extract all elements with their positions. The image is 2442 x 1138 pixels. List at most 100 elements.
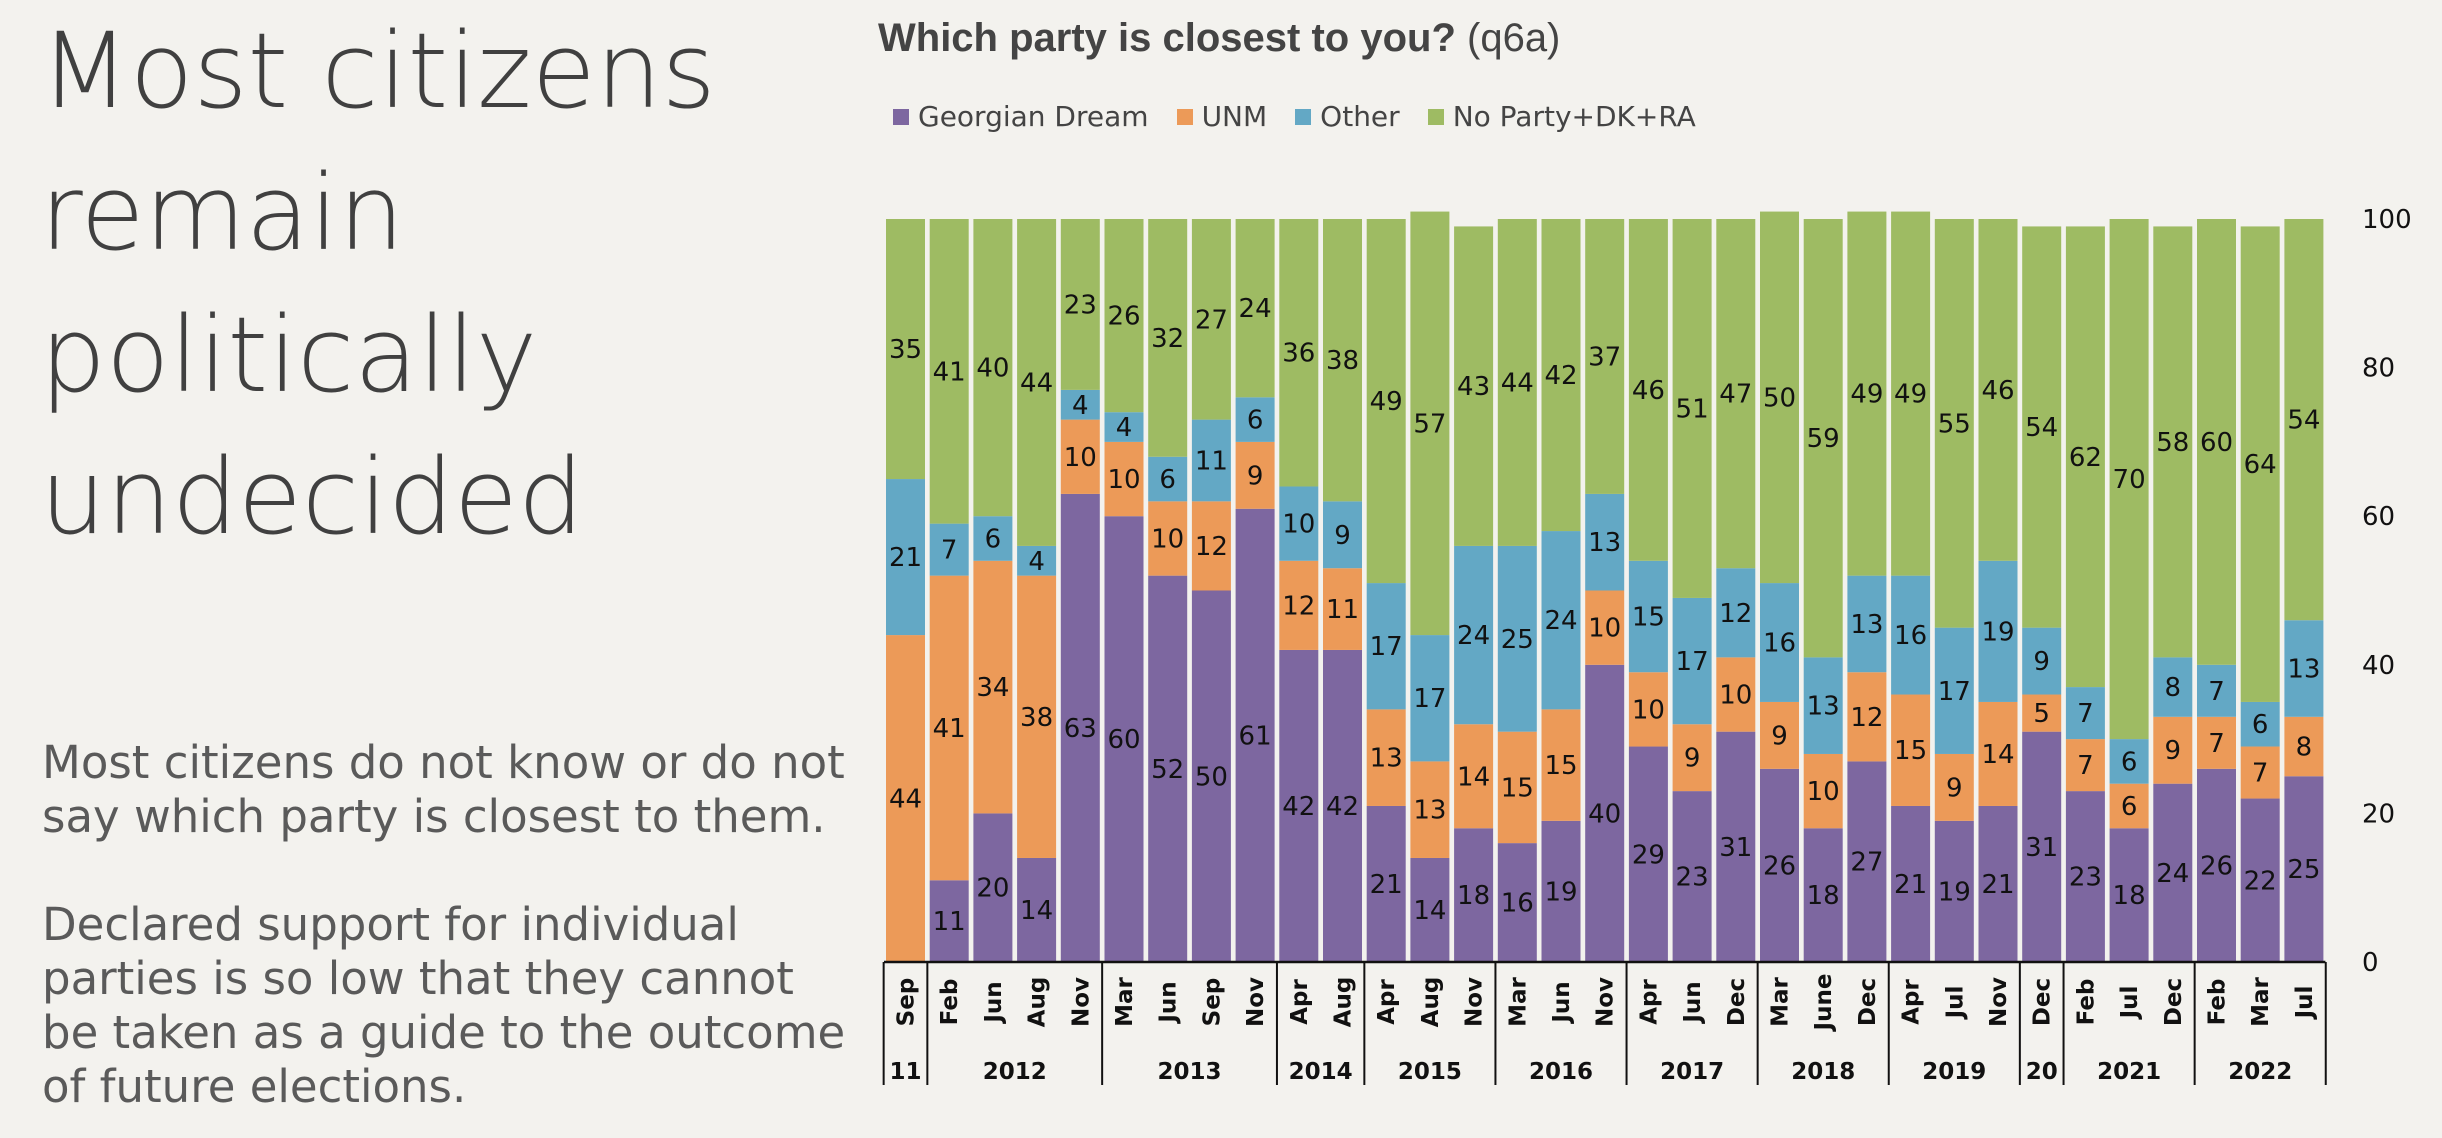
bar-segment	[973, 813, 1013, 962]
data-label: 38	[1020, 703, 1053, 733]
x-tick-label: Apr	[1374, 979, 1400, 1025]
bar-segment	[1017, 219, 1057, 546]
bar-segment	[1148, 456, 1188, 502]
bar-segment	[1760, 701, 1799, 769]
bar-segment	[1060, 493, 1100, 962]
legend-swatch	[1295, 108, 1312, 125]
headline-line: politically	[40, 294, 538, 416]
year-label: 20	[2026, 1059, 2058, 1085]
bar-segment	[2065, 687, 2105, 740]
data-label: 15	[1632, 603, 1665, 633]
bar-segment	[1104, 516, 1144, 962]
data-label: 17	[1938, 677, 1971, 707]
data-label: 34	[976, 673, 1009, 703]
year-label: 2022	[2228, 1059, 2292, 1085]
data-label: 24	[1544, 606, 1577, 636]
data-label: 61	[1239, 721, 1272, 751]
bar-segment	[2065, 791, 2105, 962]
bar-segment	[2197, 768, 2236, 962]
data-label: 23	[1676, 863, 1709, 893]
bar-segment	[1803, 828, 1843, 962]
x-tick-label: Apr	[1287, 979, 1313, 1025]
data-label: 11	[933, 907, 966, 937]
data-label: 50	[1195, 762, 1228, 792]
legend-item: No Party+DK+RA	[1427, 100, 1696, 133]
data-label: 24	[1457, 621, 1490, 651]
data-label: 50	[1763, 383, 1796, 413]
legend-swatch	[1176, 108, 1193, 125]
bar-segment	[929, 523, 969, 576]
bar-segment	[1585, 590, 1625, 665]
bar-segment	[1235, 441, 1275, 509]
data-label: 14	[1981, 740, 2014, 770]
data-label: 10	[1632, 695, 1665, 725]
year-label: 2014	[1289, 1059, 1353, 1085]
bar-segment	[1017, 545, 1057, 576]
bar-segment	[1716, 568, 1756, 658]
data-label: 9	[1946, 773, 1963, 803]
data-label: 9	[1334, 521, 1351, 551]
chart-legend: Georgian Dream UNM Other No Party+DK+RA	[893, 100, 1724, 133]
data-label: 59	[1807, 424, 1840, 454]
bar-segment	[1672, 724, 1712, 792]
data-label: 12	[1719, 599, 1752, 629]
bar-segment	[1410, 857, 1450, 962]
data-label: 13	[1370, 744, 1403, 774]
data-label: 41	[933, 357, 966, 387]
data-label: 17	[1413, 684, 1446, 714]
data-label: 13	[2287, 655, 2320, 685]
bar-segment	[2240, 226, 2280, 702]
bar-segment	[1366, 805, 1406, 962]
bar-segment	[1323, 568, 1362, 650]
data-label: 13	[1588, 528, 1621, 558]
bar-segment	[2153, 226, 2193, 658]
data-label: 42	[1326, 792, 1359, 822]
bar-segment	[2153, 783, 2193, 962]
bar-segment	[1541, 531, 1581, 710]
data-label: 29	[1632, 840, 1665, 870]
bar-segment	[1585, 493, 1625, 591]
data-label: 10	[1064, 443, 1097, 473]
x-tick-label: Nov	[1068, 977, 1094, 1027]
data-label: 9	[1771, 721, 1788, 751]
bar-segment	[1060, 389, 1100, 420]
year-label: 2015	[1398, 1059, 1462, 1085]
data-label: 14	[1457, 762, 1490, 792]
bar-segment	[1497, 545, 1537, 732]
bar-segment	[2240, 701, 2280, 747]
bar-segment	[2153, 657, 2193, 717]
y-tick-label: 100	[2362, 205, 2412, 235]
data-label: 10	[1107, 465, 1140, 495]
bar-segment	[1410, 761, 1450, 858]
bar-segment	[2197, 219, 2236, 665]
bar-segment	[1148, 575, 1188, 962]
data-label: 12	[1850, 703, 1883, 733]
data-label: 19	[1938, 877, 1971, 907]
bar-segment	[1541, 219, 1581, 532]
bar-segment	[1978, 560, 2018, 702]
bar-segment	[973, 516, 1013, 561]
data-label: 15	[1501, 773, 1534, 803]
bar-segment	[1847, 575, 1887, 673]
data-label: 38	[1326, 346, 1359, 376]
data-label: 13	[1807, 692, 1840, 722]
bar-segment	[1716, 219, 1756, 569]
chart-title: Which party is closest to you? (q6a)	[878, 16, 1560, 61]
bar-segment	[1760, 211, 1799, 584]
data-label: 20	[976, 874, 1009, 904]
bar-segment	[1191, 419, 1231, 502]
bar-segment	[2153, 716, 2193, 784]
data-label: 7	[2252, 759, 2269, 789]
data-label: 12	[1195, 532, 1228, 562]
paragraph-line: Declared support for individual	[42, 898, 739, 951]
x-tick-label: Dec	[2030, 978, 2056, 1026]
data-label: 25	[1501, 625, 1534, 655]
legend-label: Georgian Dream	[918, 100, 1149, 133]
x-tick-label: Aug	[1025, 977, 1051, 1028]
legend-swatch	[1427, 108, 1444, 125]
bar-segment	[2284, 776, 2324, 962]
data-label: 16	[1501, 889, 1534, 919]
bar-segment	[1541, 820, 1581, 962]
x-tick-label: Jun	[981, 981, 1007, 1024]
bar-segment	[2109, 219, 2149, 740]
